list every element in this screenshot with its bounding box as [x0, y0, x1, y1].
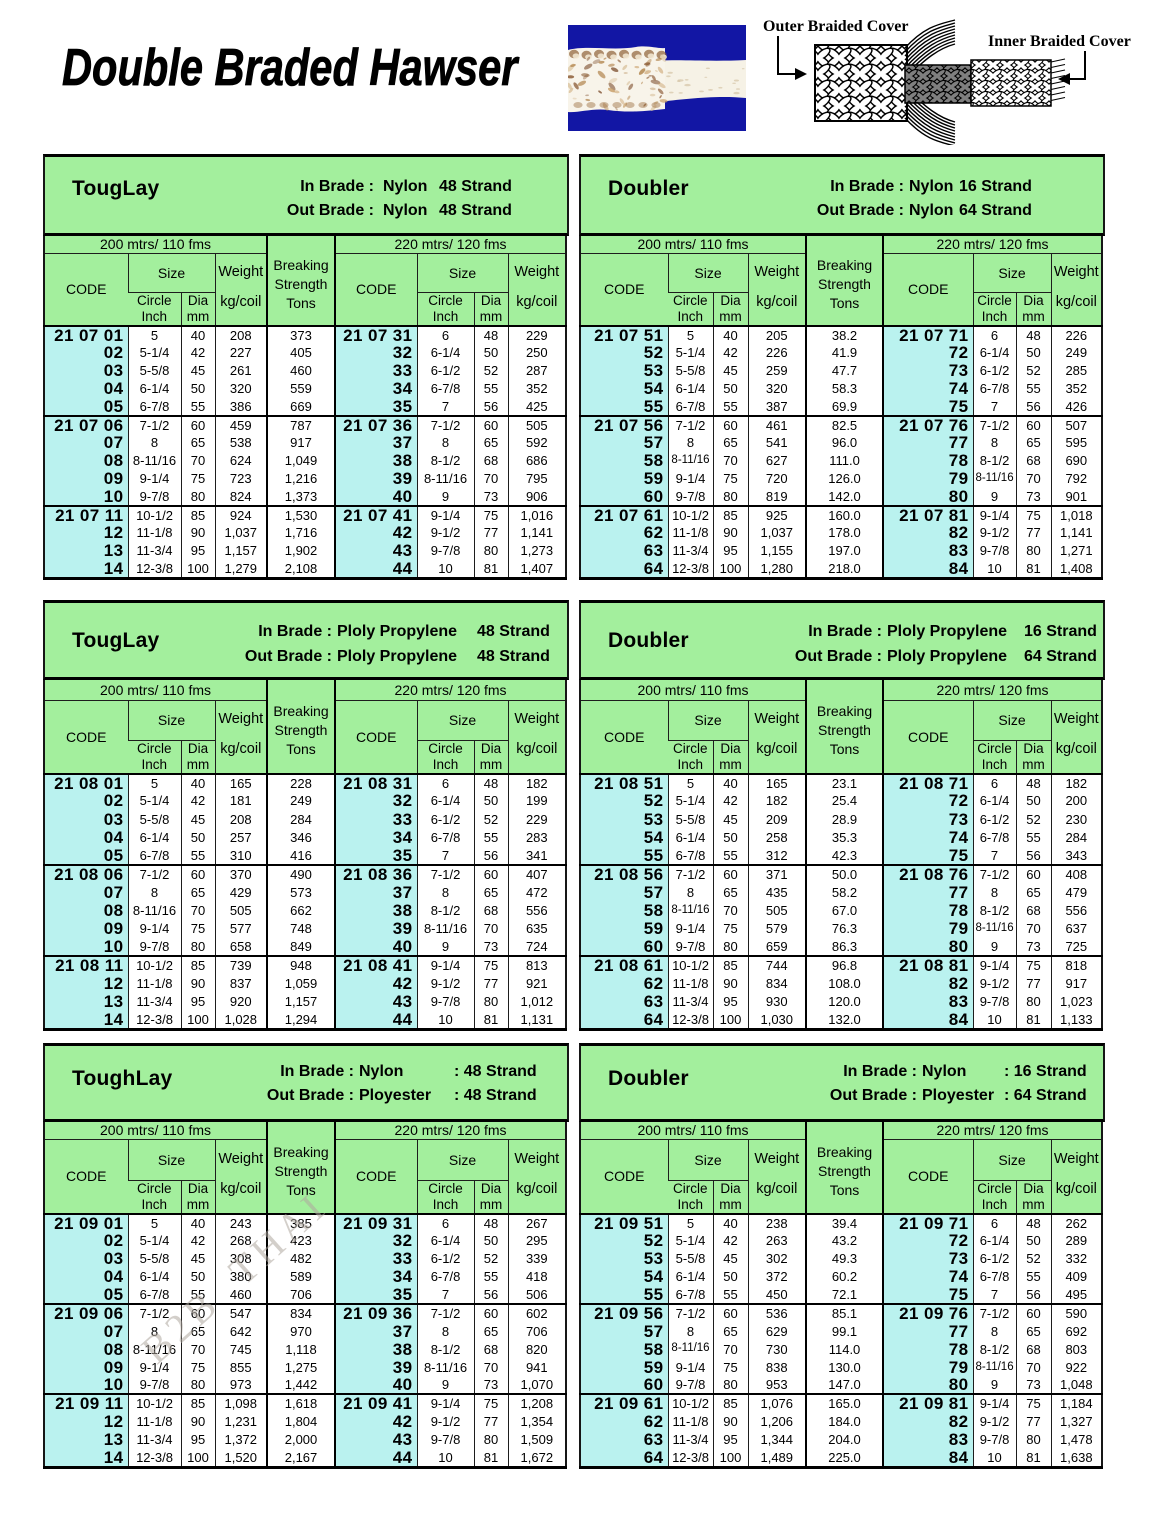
svg-text:Outer Braided Cover: Outer Braided Cover: [763, 18, 908, 35]
svg-text:Inner Braided Cover: Inner Braided Cover: [988, 33, 1131, 50]
